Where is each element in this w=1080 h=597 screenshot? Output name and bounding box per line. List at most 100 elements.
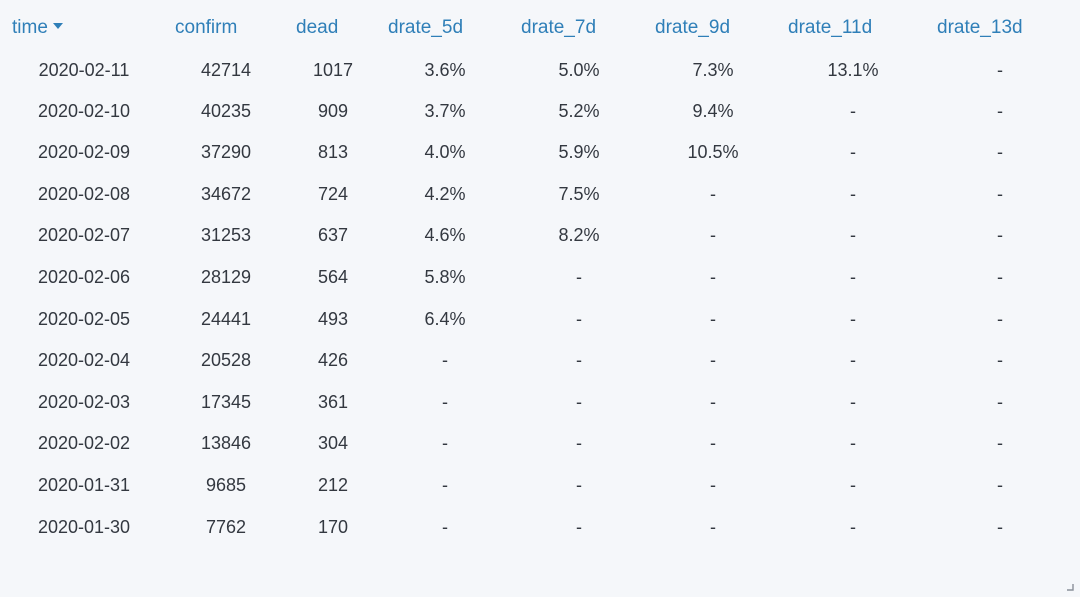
column-header-label: drate_11d bbox=[788, 17, 873, 38]
cell-time: 2020-02-10 bbox=[37, 100, 131, 121]
cell-drate-5d: - bbox=[442, 391, 448, 412]
cell-drate-9d: - bbox=[710, 433, 716, 454]
cell-drate-7d: - bbox=[576, 308, 582, 329]
table-row: 2020-02-06 28129 564 5.8% - - - - bbox=[0, 264, 1080, 306]
cell-time: 2020-01-31 bbox=[37, 474, 131, 495]
table-row: 2020-01-30 7762 170 - - - - - bbox=[0, 514, 1080, 556]
column-header-drate-13d[interactable]: drate_13d bbox=[937, 16, 1023, 40]
cell-drate-11d: - bbox=[850, 100, 856, 121]
cell-drate-7d: 5.2% bbox=[558, 100, 600, 121]
cell-drate-11d: - bbox=[850, 308, 856, 329]
cell-drate-5d: - bbox=[442, 350, 448, 371]
cell-dead: 426 bbox=[317, 350, 349, 371]
cell-dead: 304 bbox=[317, 433, 349, 454]
cell-confirm: 40235 bbox=[200, 100, 252, 121]
cell-drate-11d: - bbox=[850, 516, 856, 537]
cell-confirm: 13846 bbox=[200, 433, 252, 454]
column-header-drate-5d[interactable]: drate_5d bbox=[388, 16, 463, 40]
cell-drate-13d: - bbox=[997, 516, 1003, 537]
cell-drate-13d: - bbox=[997, 391, 1003, 412]
column-header-confirm[interactable]: confirm bbox=[175, 16, 237, 40]
cell-time: 2020-02-05 bbox=[37, 308, 131, 329]
cell-drate-5d: 5.8% bbox=[424, 266, 466, 287]
cell-drate-11d: - bbox=[850, 350, 856, 371]
cell-dead: 564 bbox=[317, 266, 349, 287]
cell-confirm: 9685 bbox=[205, 474, 247, 495]
column-header-label: time bbox=[12, 17, 48, 38]
cell-drate-13d: - bbox=[997, 60, 1003, 80]
cell-drate-9d: - bbox=[710, 183, 716, 204]
cell-confirm: 31253 bbox=[200, 225, 252, 246]
cell-dead: 1017 bbox=[312, 60, 354, 80]
table-row: 2020-02-09 37290 813 4.0% 5.9% 10.5% - - bbox=[0, 139, 1080, 181]
cell-drate-9d: - bbox=[710, 225, 716, 246]
cell-confirm: 28129 bbox=[200, 266, 252, 287]
data-table: time confirm dead drate_5d drate_7d drat… bbox=[0, 16, 1080, 555]
cell-drate-13d: - bbox=[997, 183, 1003, 204]
resize-handle-icon[interactable] bbox=[1064, 581, 1074, 591]
cell-drate-7d: - bbox=[576, 391, 582, 412]
cell-drate-9d: 9.4% bbox=[692, 100, 734, 121]
cell-time: 2020-02-09 bbox=[37, 142, 131, 163]
cell-drate-7d: 5.9% bbox=[558, 142, 600, 163]
cell-drate-11d: - bbox=[850, 266, 856, 287]
cell-drate-13d: - bbox=[997, 433, 1003, 454]
cell-time: 2020-01-30 bbox=[37, 516, 131, 537]
cell-drate-5d: 3.7% bbox=[424, 100, 466, 121]
table-row: 2020-02-05 24441 493 6.4% - - - - bbox=[0, 306, 1080, 348]
table-row: 2020-02-10 40235 909 3.7% 5.2% 9.4% - - bbox=[0, 98, 1080, 140]
table-row: 2020-02-04 20528 426 - - - - - bbox=[0, 347, 1080, 389]
cell-drate-13d: - bbox=[997, 266, 1003, 287]
cell-drate-9d: - bbox=[710, 350, 716, 371]
cell-drate-11d: - bbox=[850, 433, 856, 454]
column-header-drate-11d[interactable]: drate_11d bbox=[788, 16, 872, 40]
caret-down-icon bbox=[52, 22, 63, 29]
cell-drate-13d: - bbox=[997, 225, 1003, 246]
cell-drate-9d: - bbox=[710, 391, 716, 412]
column-header-dead[interactable]: dead bbox=[296, 16, 338, 40]
column-header-label: drate_13d bbox=[937, 17, 1023, 38]
table-row: 2020-02-11 42714 1017 3.6% 5.0% 7.3% 13.… bbox=[0, 57, 1080, 99]
cell-drate-5d: 3.6% bbox=[424, 60, 466, 80]
cell-drate-7d: - bbox=[576, 516, 582, 537]
cell-dead: 212 bbox=[317, 474, 349, 495]
column-header-time[interactable]: time bbox=[12, 16, 63, 40]
column-header-label: drate_9d bbox=[655, 17, 731, 38]
table-row: 2020-02-02 13846 304 - - - - - bbox=[0, 430, 1080, 472]
cell-dead: 813 bbox=[317, 142, 349, 163]
cell-drate-7d: - bbox=[576, 266, 582, 287]
column-header-drate-9d[interactable]: drate_9d bbox=[655, 16, 730, 40]
cell-drate-5d: - bbox=[442, 516, 448, 537]
cell-confirm: 37290 bbox=[200, 142, 252, 163]
cell-dead: 909 bbox=[317, 100, 349, 121]
cell-dead: 170 bbox=[317, 516, 349, 537]
cell-drate-5d: 4.0% bbox=[424, 142, 466, 163]
cell-drate-5d: 6.4% bbox=[424, 308, 466, 329]
cell-drate-13d: - bbox=[997, 308, 1003, 329]
column-header-label: dead bbox=[296, 17, 339, 38]
cell-confirm: 24441 bbox=[200, 308, 252, 329]
column-header-label: confirm bbox=[175, 17, 238, 38]
cell-drate-7d: - bbox=[576, 433, 582, 454]
cell-time: 2020-02-06 bbox=[37, 266, 131, 287]
cell-drate-5d: - bbox=[442, 474, 448, 495]
cell-time: 2020-02-02 bbox=[37, 433, 131, 454]
cell-drate-13d: - bbox=[997, 142, 1003, 163]
column-header-label: drate_5d bbox=[388, 17, 464, 38]
cell-drate-11d: - bbox=[850, 142, 856, 163]
cell-time: 2020-02-04 bbox=[37, 350, 131, 371]
cell-time: 2020-02-08 bbox=[37, 183, 131, 204]
cell-drate-9d: 7.3% bbox=[692, 60, 734, 80]
cell-dead: 637 bbox=[317, 225, 349, 246]
table-body: 2020-02-11 42714 1017 3.6% 5.0% 7.3% 13.… bbox=[0, 56, 1080, 555]
cell-confirm: 34672 bbox=[200, 183, 252, 204]
cell-confirm: 20528 bbox=[200, 350, 252, 371]
cell-drate-11d: - bbox=[850, 474, 856, 495]
cell-drate-9d: 10.5% bbox=[687, 142, 739, 163]
column-header-drate-7d[interactable]: drate_7d bbox=[521, 16, 596, 40]
cell-confirm: 7762 bbox=[205, 516, 247, 537]
table-row: 2020-02-08 34672 724 4.2% 7.5% - - - bbox=[0, 181, 1080, 223]
cell-drate-5d: 4.6% bbox=[424, 225, 466, 246]
cell-time: 2020-02-03 bbox=[37, 391, 131, 412]
table-row: 2020-02-03 17345 361 - - - - - bbox=[0, 389, 1080, 431]
